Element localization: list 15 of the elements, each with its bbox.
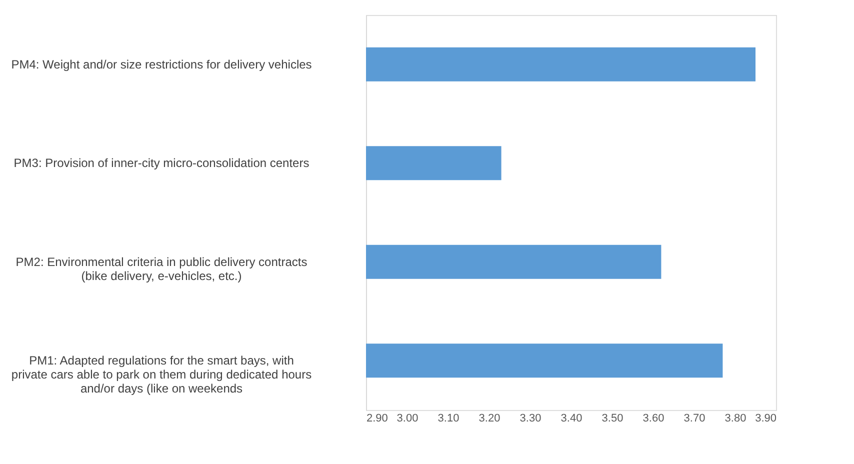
x-tick-label: 3.20 xyxy=(478,412,500,424)
x-tick-label: 3.80 xyxy=(724,412,746,424)
y-tick-label: PM2: Environmental criteria in public delivery contracts (bike delivery, e-vehicles, etc.) xyxy=(16,254,308,283)
y-tick-label: PM1: Adapted regulations for the smart bays, with private cars able to park on them during dedicated hours and/or days (like on weekends xyxy=(11,354,312,396)
y-tick-label: PM3: Provision of inner-city micro-consolidation centers xyxy=(14,156,310,170)
x-tick-label: 3.90 xyxy=(755,412,776,424)
x-tick-label: 3.50 xyxy=(602,412,624,424)
x-tick-label: 3.70 xyxy=(684,412,706,424)
x-tick-label: 3.40 xyxy=(560,412,582,424)
x-tick-label: 3.00 xyxy=(396,412,418,424)
y-tick-label: PM4: Weight and/or size restrictions for delivery vehicles xyxy=(11,57,312,72)
x-tick-label: 3.30 xyxy=(520,412,542,424)
x-tick-label: 2.90 xyxy=(366,412,388,424)
x-tick-label: 3.10 xyxy=(438,412,460,424)
x-tick-label: 3.60 xyxy=(642,412,664,424)
